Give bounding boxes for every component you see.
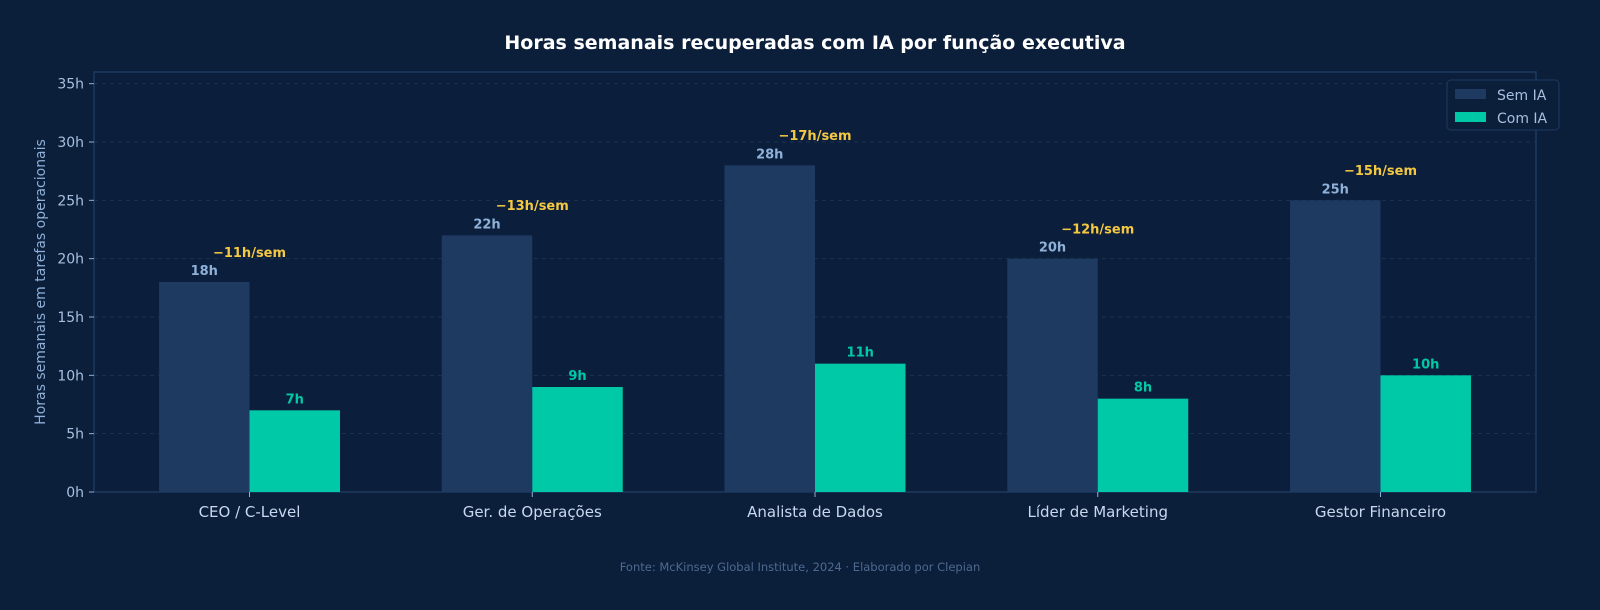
y-tick-label: 30h xyxy=(57,135,84,151)
value-label: 8h xyxy=(1134,381,1152,396)
savings-annotation: −17h/sem xyxy=(778,129,851,144)
value-label: 22h xyxy=(473,217,500,232)
legend-label-sem-ia: Sem IA xyxy=(1497,88,1547,104)
x-tick-label: Ger. de Operações xyxy=(463,503,602,521)
x-tick-label: Gestor Financeiro xyxy=(1315,503,1446,521)
y-tick-label: 0h xyxy=(66,485,84,501)
legend-swatch-sem-ia xyxy=(1455,89,1486,99)
bar-com-ia xyxy=(815,363,906,492)
bar-com-ia xyxy=(1097,398,1189,492)
savings-annotation: −15h/sem xyxy=(1344,164,1417,179)
value-label: 7h xyxy=(286,392,304,407)
x-tick-label: Analista de Dados xyxy=(747,503,883,521)
value-label: 9h xyxy=(568,369,586,384)
legend-label-com-ia: Com IA xyxy=(1497,111,1548,127)
legend: Sem IA Com IA xyxy=(1446,79,1560,131)
value-label: 11h xyxy=(847,346,874,361)
bar-sem-ia xyxy=(159,282,250,492)
savings-annotation: −12h/sem xyxy=(1061,223,1134,238)
chart-title: Horas semanais recuperadas com IA por fu… xyxy=(504,32,1125,54)
value-label: 28h xyxy=(756,147,783,162)
footer-source: Fonte: McKinsey Global Institute, 2024 ·… xyxy=(620,560,981,574)
bar-com-ia xyxy=(1380,375,1471,492)
y-tick-label: 35h xyxy=(57,77,84,93)
value-label: 25h xyxy=(1322,182,1349,197)
bar-com-ia xyxy=(249,410,340,492)
bar-sem-ia xyxy=(724,165,815,493)
y-tick-label: 15h xyxy=(57,310,84,326)
value-label: 18h xyxy=(191,264,218,279)
legend-swatch-com-ia xyxy=(1455,112,1486,122)
value-label: 20h xyxy=(1039,241,1066,256)
x-tick-label: Líder de Marketing xyxy=(1027,503,1168,521)
x-tick-label: CEO / C-Level xyxy=(199,503,301,521)
bar-sem-ia xyxy=(441,235,533,493)
bar-sem-ia xyxy=(1290,200,1381,493)
y-tick-label: 25h xyxy=(57,193,84,209)
y-tick-label: 10h xyxy=(57,368,84,384)
value-label: 10h xyxy=(1412,357,1439,372)
bar-sem-ia xyxy=(1007,258,1098,492)
bar-com-ia xyxy=(532,387,623,492)
y-tick-label: 20h xyxy=(57,252,84,268)
y-tick-label: 5h xyxy=(66,427,84,443)
y-axis-label: Horas semanais em tarefas operacionais xyxy=(33,139,49,425)
savings-annotation: −13h/sem xyxy=(496,199,569,214)
savings-annotation: −11h/sem xyxy=(213,246,286,261)
